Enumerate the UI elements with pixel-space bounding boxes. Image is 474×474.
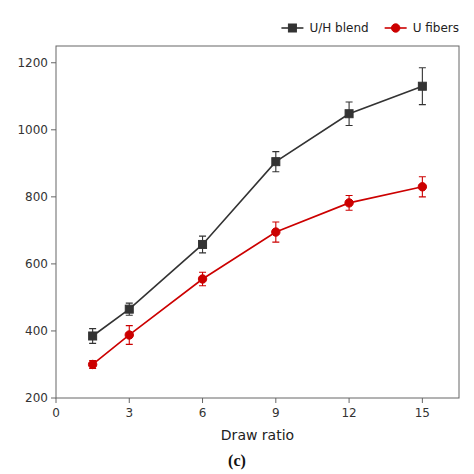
error-bar [419, 68, 426, 105]
series [88, 177, 426, 369]
x-tick [422, 398, 423, 403]
point [345, 110, 353, 118]
point [89, 332, 97, 340]
point [418, 183, 426, 191]
legend-item: U fibers [385, 21, 459, 35]
title: (c) [228, 452, 246, 470]
series-line [93, 86, 423, 336]
error-bar [199, 272, 206, 285]
x-tick [275, 398, 276, 403]
x-tick-label: 0 [52, 406, 60, 420]
y-tick [51, 263, 56, 264]
error-bar [419, 177, 426, 197]
error-bar [272, 152, 279, 172]
y-tick-label: 600 [25, 257, 48, 271]
legend-label: U/H blend [309, 21, 368, 35]
x-tick [129, 398, 130, 403]
y-tick-label: 1200 [17, 56, 48, 70]
error-bar [89, 360, 96, 368]
y-tick [51, 398, 56, 399]
y-tick [51, 330, 56, 331]
plot-data [88, 68, 426, 369]
x-tick-label: 3 [125, 406, 133, 420]
error-bar [199, 236, 206, 253]
point [345, 199, 353, 207]
x-tick [349, 398, 350, 403]
point [88, 360, 96, 368]
axes: 0 3 6 9 12 15 200 400 600 800 1000 1200 [17, 56, 430, 420]
error-bar [126, 326, 133, 345]
x-tick-label: 6 [199, 406, 207, 420]
y-tick [51, 62, 56, 63]
y-tick-label: 200 [25, 391, 48, 405]
point [272, 228, 280, 236]
chart: 0 3 6 9 12 15 200 400 600 800 1000 1200 Draw ratio (c… [0, 0, 474, 474]
error-bar [89, 329, 96, 344]
y-tick-label: 800 [25, 190, 48, 204]
y-tick-label: 1000 [17, 123, 48, 137]
y-tick-label: 400 [25, 324, 48, 338]
point [198, 275, 206, 283]
x-tick-label: 15 [415, 406, 430, 420]
point [125, 305, 133, 313]
x-tick [56, 398, 57, 403]
point [199, 240, 207, 248]
x-axis-label: Draw ratio [221, 427, 294, 443]
plot-frame [56, 46, 459, 398]
legend-label: U fibers [413, 21, 459, 35]
error-bar [346, 102, 353, 125]
x-tick-label: 9 [272, 406, 280, 420]
error-bar [272, 222, 279, 242]
y-tick [51, 129, 56, 130]
error-bar [346, 196, 353, 211]
x-tick [202, 398, 203, 403]
series-line [93, 187, 423, 365]
legend: U/H blend U fibers [281, 21, 459, 35]
point [272, 158, 280, 166]
x-tick-label: 12 [341, 406, 356, 420]
point [418, 82, 426, 90]
point [125, 331, 133, 339]
series [89, 68, 427, 344]
y-tick [51, 196, 56, 197]
legend-item: U/H blend [281, 21, 368, 35]
legend-marker [288, 24, 296, 32]
error-bar [126, 303, 133, 315]
legend-marker [391, 24, 399, 32]
